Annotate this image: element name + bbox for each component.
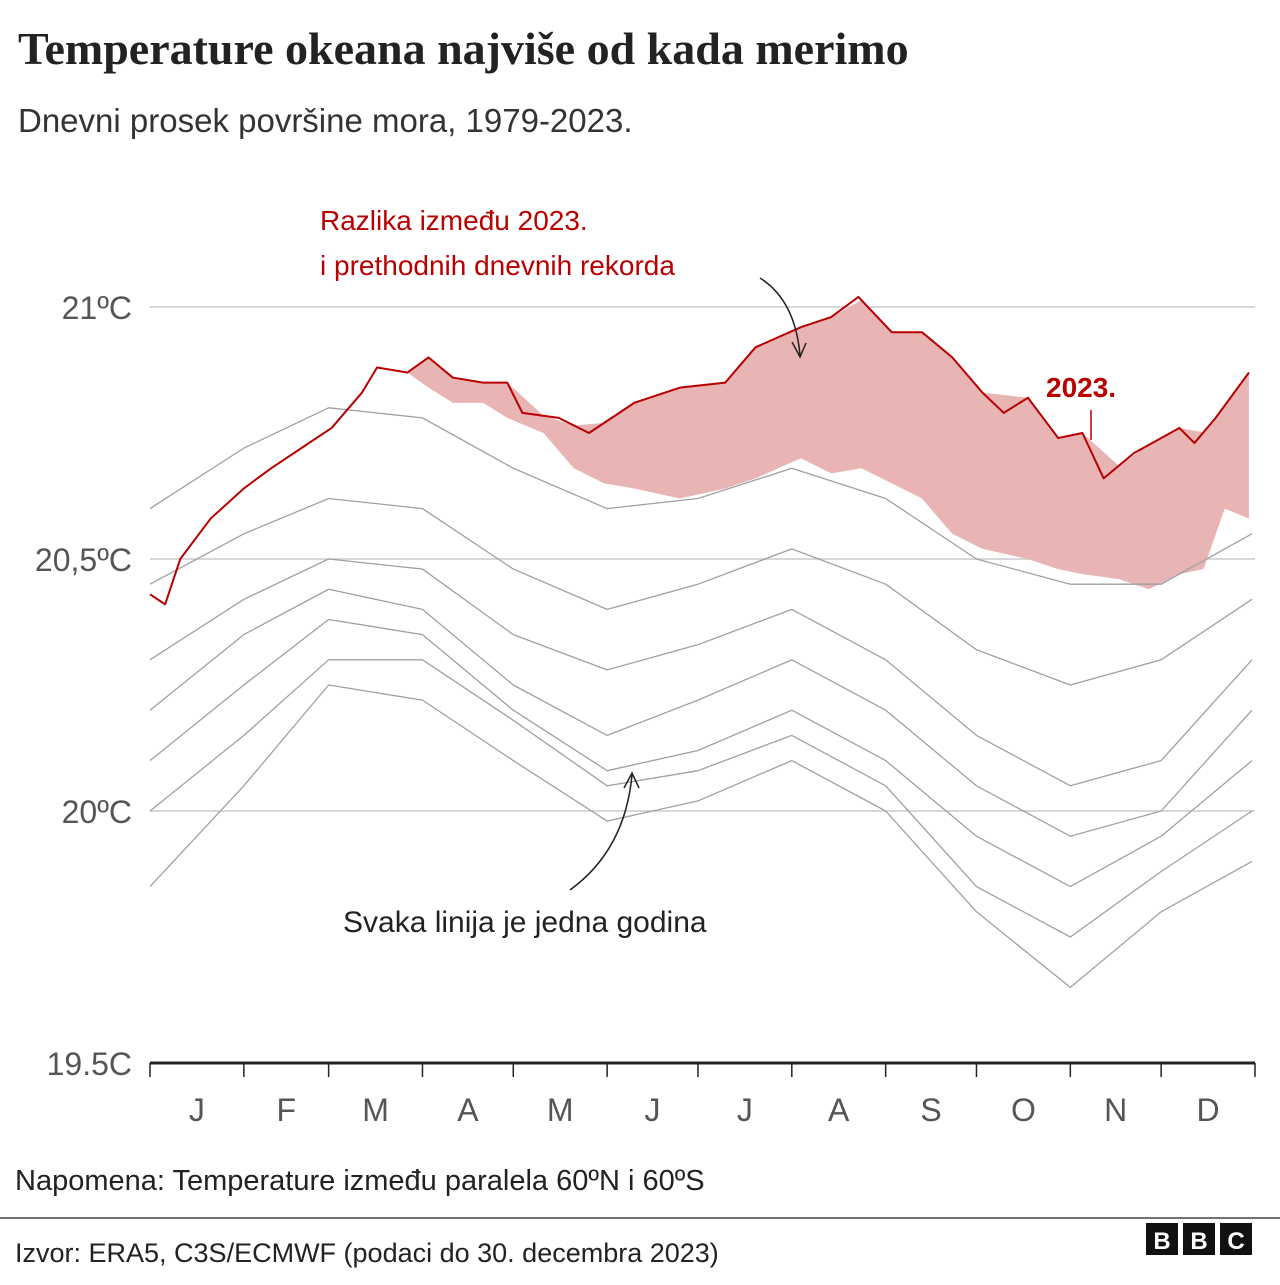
x-tick-label: J [737, 1092, 753, 1128]
y-tick-label: 19.5C [47, 1046, 132, 1082]
y-tick-label: 20ºC [62, 794, 132, 830]
annotation: Svaka linija je jedna godina [343, 906, 707, 939]
x-tick-label: A [457, 1092, 479, 1128]
chart-subtitle: Dnevni prosek površine mora, 1979-2023. [18, 102, 633, 139]
y-tick-label: 21ºC [62, 290, 132, 326]
x-tick-label: S [920, 1092, 941, 1128]
x-tick-label: D [1197, 1092, 1220, 1128]
year-line [149, 497, 1253, 686]
logo-box [1220, 1223, 1252, 1255]
logo-box [1183, 1223, 1215, 1255]
year-line [149, 618, 1253, 888]
x-tick-label: O [1011, 1092, 1036, 1128]
x-tick-label: N [1104, 1092, 1127, 1128]
x-tick-label: M [547, 1092, 574, 1128]
year-line [149, 558, 1253, 787]
annotation-arrow [569, 771, 640, 891]
logo-letter: B [1190, 1228, 1207, 1255]
x-tick-label: F [276, 1092, 296, 1128]
x-tick-label: J [645, 1092, 661, 1128]
x-tick-label: J [189, 1092, 205, 1128]
annotation-arrow [759, 277, 807, 359]
source: Izvor: ERA5, C3S/ECMWF (podaci do 30. de… [15, 1238, 719, 1268]
logo: B B C [1146, 1223, 1252, 1255]
record-gap-area [407, 300, 1249, 590]
year-line [149, 295, 1250, 606]
logo-box [1146, 1223, 1178, 1255]
year-line [149, 684, 1253, 989]
logo-letter: C [1227, 1228, 1244, 1255]
plot-area: 19.5C 20ºC 20,5ºC 21ºC J F M A M J J A S O N D [35, 290, 1256, 1128]
logo-letter: B [1153, 1228, 1170, 1255]
annotation: Razlika između 2023. [320, 205, 588, 236]
chart-title: Temperature okeana najviše od kada merim… [18, 23, 909, 74]
series-label: 2023. [1046, 372, 1116, 403]
year-line [149, 588, 1253, 837]
annotation: i prethodnih dnevnih rekorda [320, 250, 675, 281]
x-tick-label: A [828, 1092, 850, 1128]
note: Napomena: Temperature između paralela 60… [15, 1165, 705, 1197]
year-line [149, 659, 1253, 938]
y-tick-label: 20,5ºC [35, 542, 132, 578]
year-line [149, 407, 1253, 585]
x-tick-label: M [362, 1092, 389, 1128]
